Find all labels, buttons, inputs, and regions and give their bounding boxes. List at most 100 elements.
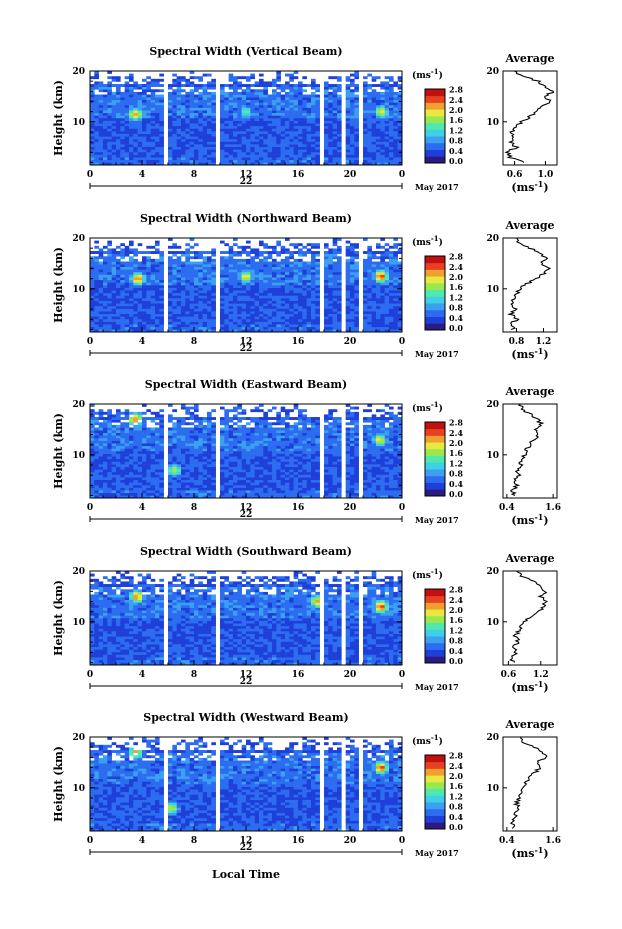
heatmap-cell [107,492,112,496]
heatmap-cell [233,84,238,87]
heatmap-cell [220,274,225,278]
heatmap-cell [172,123,177,127]
heatmap-cell [259,292,264,296]
heatmap-cell [233,149,238,153]
heatmap-cell [98,477,104,481]
heatmap-cell [376,141,381,145]
heatmap-cell [176,120,182,124]
heatmap-cell [103,102,108,106]
heatmap-cell [155,94,160,98]
heatmap-cell [332,162,338,166]
heatmap-cell [315,157,320,161]
heatmap-cell [172,258,177,262]
heatmap-cell [111,102,117,106]
heatmap-cell [237,144,242,148]
heatmap-cell [146,469,151,473]
heatmap-cell [367,305,372,309]
heatmap-cell [337,313,342,317]
heatmap-cell [337,138,342,142]
heatmap-cell [176,245,182,249]
heatmap-cell [111,133,117,137]
heatmap-cell [345,102,351,106]
heatmap-cell [246,326,251,330]
heatmap-cell [159,110,164,114]
heatmap-cell [111,104,117,108]
heatmap-cell [155,430,160,434]
heatmap-cell [146,128,151,132]
heatmap-cell [241,154,247,158]
heatmap-cell [267,120,273,124]
heatmap-cell [211,115,216,119]
heatmap-cell [224,84,229,87]
heatmap-cell [181,144,186,148]
heatmap-cell [354,125,359,129]
heatmap-cell [267,264,273,268]
heatmap-cell [345,78,351,82]
heatmap-cell [98,144,104,148]
heatmap-cell [224,264,229,268]
heatmap-cell [194,94,199,98]
heatmap-cell [103,474,108,478]
heatmap-cell [146,313,151,317]
heatmap-cell [120,282,125,286]
heatmap-cell [168,238,173,241]
heatmap-cell [124,329,130,333]
heatmap-cell [172,285,177,288]
heatmap-cell [107,266,112,270]
heatmap-cell [133,308,138,312]
heatmap-cell [116,321,121,325]
heatmap-cell [267,318,273,322]
heatmap-cell [397,94,403,98]
heatmap-cell [272,149,277,153]
heatmap-cell [389,313,394,317]
heatmap-cell [328,277,333,281]
heatmap-cell [306,279,312,283]
heatmap-cell [116,318,121,322]
heatmap-cell [137,86,143,90]
heatmap-cell [302,146,307,150]
heatmap-cell [150,107,156,111]
heatmap-cell [168,159,173,163]
heatmap-cell [142,269,147,273]
heatmap-cell [220,115,225,119]
heatmap-cell [224,243,229,247]
heatmap-cell [259,305,264,309]
heatmap-cell [246,271,251,275]
heatmap-cell [324,256,329,260]
heatmap-cell [111,91,117,95]
heatmap-cell [124,102,130,106]
heatmap-cells [90,404,403,499]
heatmap-cell [267,133,273,137]
heatmap-cell [133,324,138,328]
heatmap-cell [189,110,195,114]
heatmap-cell [107,149,112,153]
heatmap-cell [124,248,130,252]
heatmap-cell [194,287,199,291]
heatmap-cell [371,269,377,273]
heatmap-cell [289,300,294,304]
heatmap-cell [337,136,342,140]
heatmap-cell [211,311,216,315]
heatmap-cell [350,290,355,294]
heatmap-cell [120,300,125,304]
heatmap-cell [168,251,173,254]
heatmap-cell [142,144,147,148]
heatmap-cell [94,490,99,494]
heatmap-cell [185,136,190,140]
heatmap-cell [129,300,134,304]
heatmap-cell [159,479,164,483]
heatmap-cell [324,118,329,121]
heatmap-cell [263,269,268,273]
heatmap-cell [228,326,234,330]
heatmap-cell [116,471,121,475]
heatmap-cell [198,84,203,87]
heatmap-cell [129,469,134,473]
heatmap-cell [328,326,333,330]
heatmap-cell [159,84,164,87]
heatmap-cell [311,264,316,268]
heatmap-cell [198,316,203,320]
heatmap-cell [220,313,225,317]
heatmap-cell [393,266,398,270]
heatmap-cell [311,326,316,330]
heatmap-cell [150,264,156,268]
